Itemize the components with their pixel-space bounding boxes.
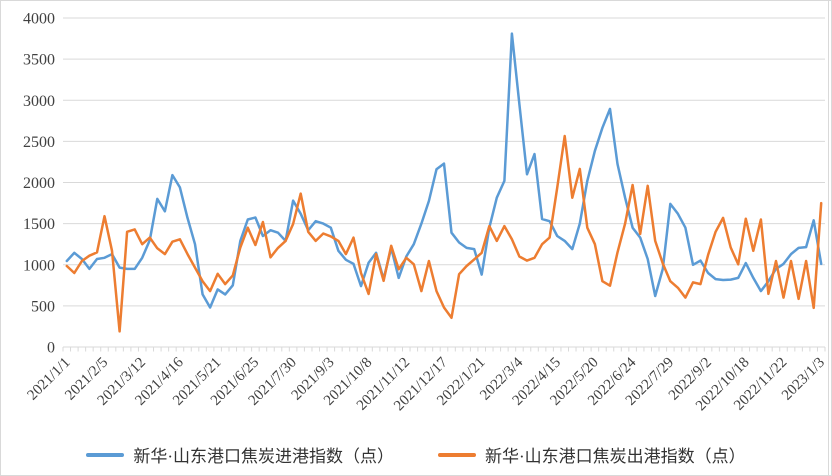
y-axis-tick-label: 500	[31, 298, 55, 315]
y-axis-tick-label: 4000	[23, 11, 55, 28]
x-axis-labels: 2021/1/12021/2/52021/3/122021/4/162021/5…	[25, 354, 828, 414]
series-line-inbound	[65, 32, 823, 309]
y-axis-tick-label: 2000	[23, 175, 55, 192]
y-axis-tick-label: 2500	[23, 134, 55, 151]
y-axis-tick-label: 1000	[23, 257, 55, 274]
y-axis-tick-label: 3000	[23, 93, 55, 110]
y-axis-tick-label: 3500	[23, 52, 55, 69]
x-axis	[62, 346, 826, 352]
y-axis-labels: 0 500 1000 1500 2000 2500 3000 3500 4000	[23, 11, 55, 357]
series-line-outbound	[65, 134, 823, 333]
y-axis-tick-label: 1500	[23, 216, 55, 233]
y-axis-tick-label: 0	[47, 340, 55, 357]
